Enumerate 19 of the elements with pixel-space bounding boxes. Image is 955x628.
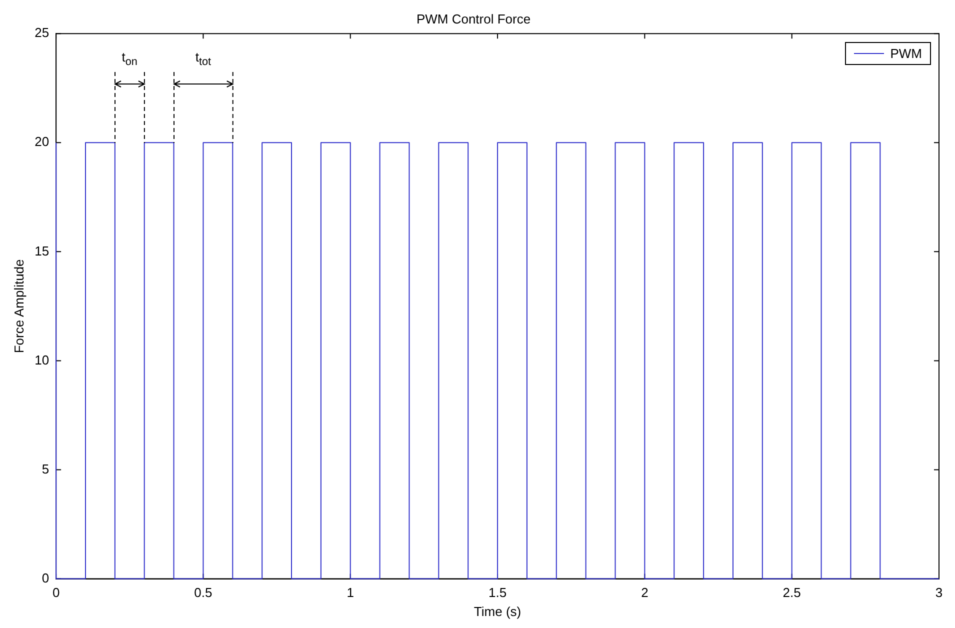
x-tick-label: 2.5 xyxy=(782,585,801,600)
y-tick-label: 5 xyxy=(42,461,50,476)
y-tick-label: 10 xyxy=(34,352,50,368)
y-tick-label: 15 xyxy=(34,243,50,258)
x-tick-label: 0.5 xyxy=(194,585,212,600)
chart-title: PWM Control Force xyxy=(416,11,531,26)
x-axis-title: Time (s) xyxy=(474,604,522,619)
y-tick-label: 0 xyxy=(42,570,50,586)
x-tick-label: 1 xyxy=(346,585,354,600)
annotation: t$_{tot}$ xyxy=(195,49,212,68)
x-tick-label: 3 xyxy=(935,585,943,600)
x-tick-label: 0 xyxy=(52,585,60,600)
x-tick-label: 1.5 xyxy=(488,585,507,600)
x-tick-label: 2 xyxy=(641,585,648,600)
y-axis-title: Force Amplitude xyxy=(11,259,26,354)
y-tick-label: 20 xyxy=(34,134,50,150)
y-tick-label: 25 xyxy=(34,25,50,40)
annotation: t$_{on}$ xyxy=(122,49,138,68)
legend-label: PWM xyxy=(890,46,922,61)
